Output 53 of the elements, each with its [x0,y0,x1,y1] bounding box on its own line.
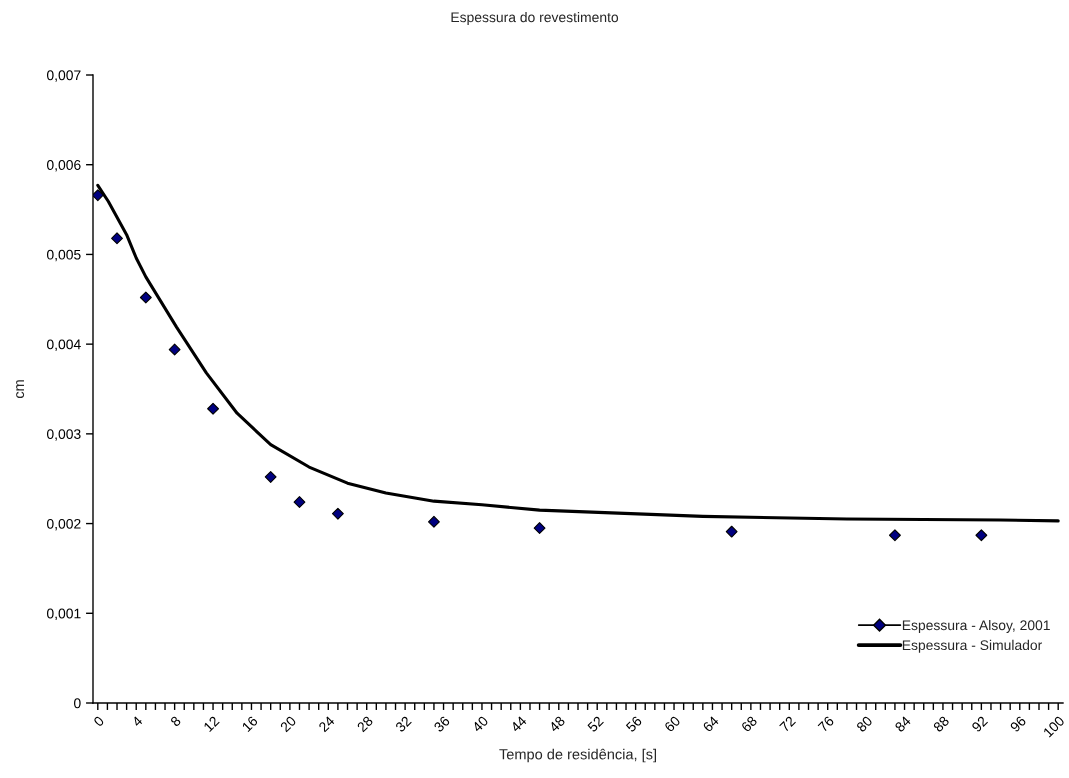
point [168,343,181,356]
x-tick-label: 40 [471,715,489,733]
legend-label: Espessura - Alsoy, 2001 [902,619,1050,633]
point [207,402,219,415]
y-tick-label: 0,002 [46,518,81,531]
point [725,525,738,538]
line-series [96,183,1060,523]
y-tick-label: 0,004 [46,339,81,351]
x-tick-label: 12 [203,715,220,733]
x-tick-label: 44 [510,715,528,733]
x-tick-label: 64 [702,715,720,733]
y-tick-label: 0,003 [46,429,81,441]
y-tick-label: 0,005 [46,249,81,262]
x-tick-label: 100 [1042,715,1066,738]
x-tick-label: 56 [625,715,643,733]
x-tick-label: 76 [817,715,835,733]
x-tick-label: 8 [169,715,182,728]
x-tick-label: 96 [1009,715,1027,733]
point [139,291,152,304]
x-tick-label: 68 [740,715,758,733]
y-axis-title: cm [16,380,25,399]
point [428,515,440,528]
point [533,522,546,534]
x-axis-title: Tempo de residência, [s] [499,748,656,763]
x-tick-label: 84 [894,715,912,733]
x-tick-label: 48 [548,715,566,733]
x-tick-label: 92 [971,715,989,733]
y-tick-label: 0 [74,698,81,709]
y-tick-label: 0,001 [46,608,81,621]
y-tick-label: 0,006 [46,160,81,172]
x-tick-label: 32 [394,715,412,733]
x-tick-label: 16 [241,715,259,733]
point [293,496,306,508]
x-tick-label: 0 [92,715,105,728]
point [888,529,901,542]
y-tick-label: 0,007 [46,70,81,82]
point [93,189,104,202]
point [975,529,988,542]
x-tick-label: 28 [356,715,374,733]
x-tick-label: 52 [586,715,604,733]
x-tick-label: 80 [855,715,873,733]
x-tick-label: 60 [663,715,681,733]
point [111,232,123,245]
x-tick-label: 72 [779,715,796,733]
chart-title: Espessura do revestimento [451,12,619,25]
legend-label: Espessura - Simulador [902,639,1043,653]
x-tick-label: 88 [932,715,950,733]
x-tick-label: 4 [131,715,144,728]
x-tick-label: 24 [318,715,336,733]
point [264,470,277,483]
x-tick-label: 36 [433,715,451,733]
point [331,507,344,520]
x-tick-label: 20 [279,715,297,733]
